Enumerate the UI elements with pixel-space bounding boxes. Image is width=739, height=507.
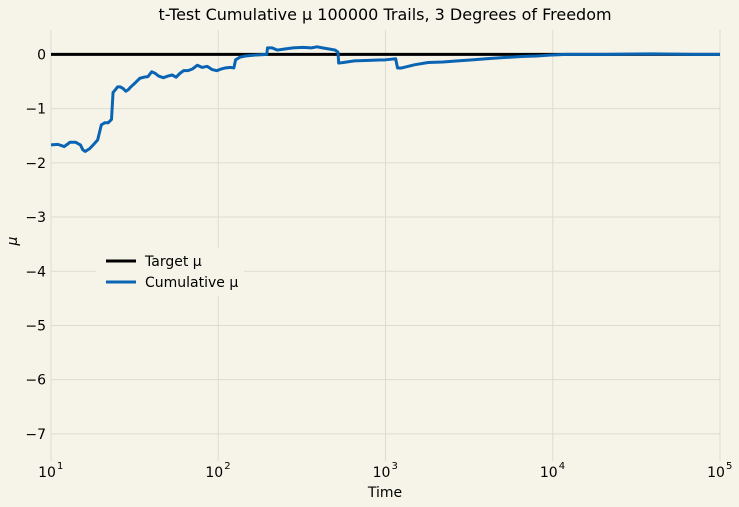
y-tick-label: −6 bbox=[25, 373, 46, 389]
y-tick-label: −4 bbox=[25, 264, 46, 280]
chart-title: t-Test Cumulative μ 100000 Trails, 3 Deg… bbox=[158, 5, 611, 24]
y-tick-label: −7 bbox=[25, 427, 46, 443]
y-tick-label: −2 bbox=[25, 156, 46, 172]
legend-label-target: Target μ bbox=[144, 254, 202, 270]
y-tick-label: 0 bbox=[37, 47, 46, 63]
x-tick-label: 10 bbox=[373, 465, 391, 481]
y-tick-labels: 0 −1 −2 −3 −4 −5 −6 −7 bbox=[25, 47, 46, 442]
x-tick-label: 10 bbox=[540, 465, 558, 481]
x-tick-exponent: 4 bbox=[559, 461, 565, 472]
gridlines bbox=[50, 30, 721, 461]
y-tick-label: −1 bbox=[25, 102, 46, 118]
series-layer bbox=[50, 45, 720, 153]
y-tick-label: −3 bbox=[25, 210, 46, 226]
x-tick-labels: 10 1 10 2 10 3 10 4 10 5 bbox=[38, 461, 732, 481]
x-tick-exponent: 3 bbox=[392, 461, 398, 472]
x-tick-exponent: 1 bbox=[57, 461, 63, 472]
y-tick-label: −5 bbox=[25, 318, 46, 334]
x-tick-exponent: 2 bbox=[224, 461, 230, 472]
legend: Target μ Cumulative μ bbox=[96, 248, 244, 296]
x-tick-label: 10 bbox=[205, 465, 223, 481]
legend-box bbox=[96, 248, 244, 296]
series-line-cumulative bbox=[50, 45, 720, 153]
x-tick-label: 10 bbox=[707, 465, 725, 481]
y-axis-label: μ bbox=[5, 236, 21, 246]
legend-label-cumulative: Cumulative μ bbox=[145, 275, 238, 291]
x-tick-exponent: 5 bbox=[726, 461, 732, 472]
x-tick-label: 10 bbox=[38, 465, 56, 481]
x-axis-label: Time bbox=[367, 485, 402, 501]
